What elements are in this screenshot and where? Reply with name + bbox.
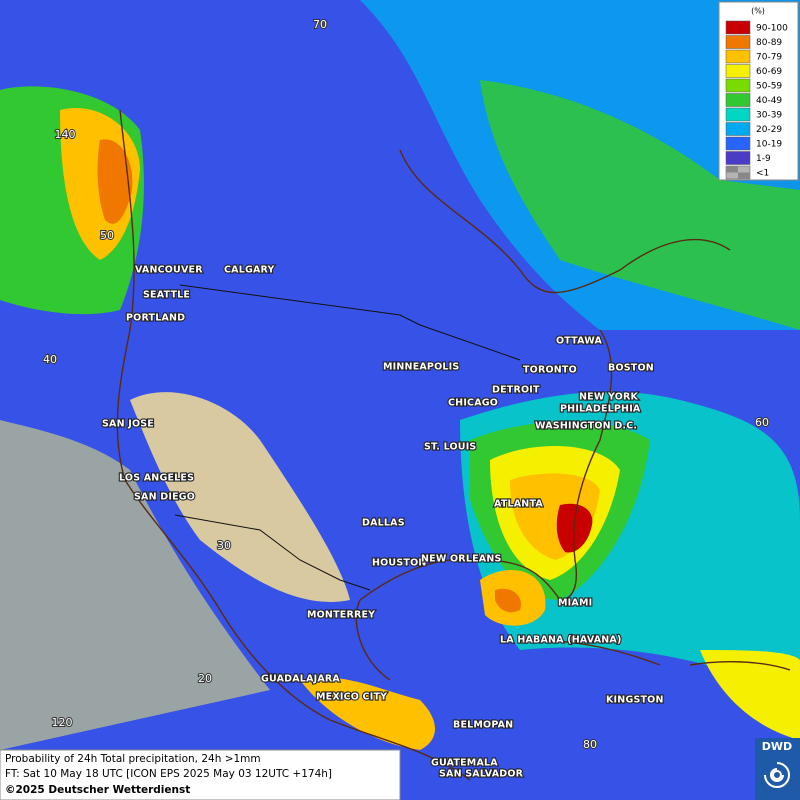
grid-label: 20 [198, 672, 212, 685]
city-label: DALLAS [362, 518, 405, 529]
legend-label: <1 [756, 169, 769, 179]
grid-label: 40 [43, 353, 57, 366]
legend-label: 80-89 [756, 38, 782, 48]
city-label: SAN SALVADOR [439, 769, 524, 780]
legend-label: 30-39 [756, 111, 782, 121]
city-label: KINGSTON [606, 695, 664, 706]
city-label: MIAMI [558, 598, 592, 609]
city-label: VANCOUVER [135, 265, 203, 276]
logo-symbol [764, 762, 790, 788]
city-label: SEATTLE [143, 290, 190, 301]
city-labels: VANCOUVER CALGARY SEATTLE PORTLAND MINNEAPOL… [101, 263, 665, 780]
legend-swatch [725, 122, 751, 136]
legend-label: 60-69 [756, 67, 782, 77]
city-label: GUATEMALA [431, 758, 498, 769]
city-label: BOSTON [608, 363, 654, 374]
city-label: LA HABANA (HAVANA) [500, 635, 622, 646]
legend-swatch-check [738, 172, 750, 179]
legend-label: 70-79 [756, 53, 782, 63]
legend: 90-100 80-89 70-79 60-69 50-59 40-49 30-39 20-2… [725, 20, 788, 180]
city-label: ST. LOUIS [424, 442, 476, 453]
legend-swatch [725, 151, 751, 165]
grid-label: 50 [100, 229, 114, 242]
logo-text: DWD [762, 740, 792, 753]
city-label: SAN JOSE [102, 419, 154, 430]
city-label: CHICAGO [448, 398, 498, 409]
border [174, 514, 371, 591]
city-label: CALGARY [224, 265, 275, 276]
city-label: MEXICO CITY [316, 692, 387, 703]
legend-swatch-check [726, 166, 738, 173]
city-label: WASHINGTON D.C. [535, 421, 637, 432]
city-label: HOUSTON [372, 558, 427, 569]
legend-swatch [725, 93, 751, 107]
border [179, 284, 521, 361]
city-label: DETROIT [492, 385, 540, 396]
legend-label: 1-9 [756, 154, 771, 164]
footer-line: FT: Sat 10 May 18 UTC [ICON EPS 2025 May… [5, 768, 332, 780]
footer-line: Probability of 24h Total precipitation, … [5, 753, 261, 765]
city-label: ATLANTA [494, 499, 543, 510]
city-label: MONTERREY [307, 610, 375, 621]
legend-label: 40-49 [756, 96, 782, 106]
legend-swatch [725, 136, 751, 151]
city-label: GUADALAJARA [261, 674, 340, 685]
legend-title: (%) [751, 7, 765, 16]
legend-swatch [725, 35, 751, 49]
grid-label: 80 [583, 738, 597, 751]
legend-swatch [725, 64, 751, 78]
legend-label: 50-59 [756, 82, 782, 92]
grid-label: 120 [52, 716, 73, 729]
logo-box [755, 738, 800, 800]
city-label: TORONTO [523, 365, 577, 376]
legend-swatch [725, 49, 751, 64]
grid-labels: 140 50 40 30 20 120 60 80 70 [42, 17, 770, 752]
footer-box [0, 749, 401, 800]
city-label: NEW YORK [579, 392, 639, 403]
legend-swatch [725, 78, 751, 93]
grid-label: 70 [313, 18, 327, 31]
city-label: OTTAWA [556, 336, 602, 347]
legend-swatch [725, 107, 751, 122]
coastlines [116, 109, 791, 781]
city-label: NEW ORLEANS [421, 554, 502, 565]
legend-swatch [725, 20, 751, 35]
footer-line: ©2025 Deutscher Wetterdienst [5, 784, 190, 796]
grid-label: 60 [755, 416, 769, 429]
grid-label: 30 [217, 539, 231, 552]
legend-label: 10-19 [756, 140, 782, 150]
grid-label: 140 [55, 128, 76, 141]
legend-label: 90-100 [756, 24, 788, 34]
city-label: PORTLAND [126, 313, 185, 324]
city-label: LOS ANGELES [119, 473, 194, 484]
city-label: SAN DIEGO [134, 492, 195, 503]
legend-label: 20-29 [756, 125, 782, 135]
city-label: MINNEAPOLIS [383, 362, 459, 373]
city-label: PHILADELPHIA [560, 404, 641, 415]
city-label: BELMOPAN [453, 720, 513, 731]
